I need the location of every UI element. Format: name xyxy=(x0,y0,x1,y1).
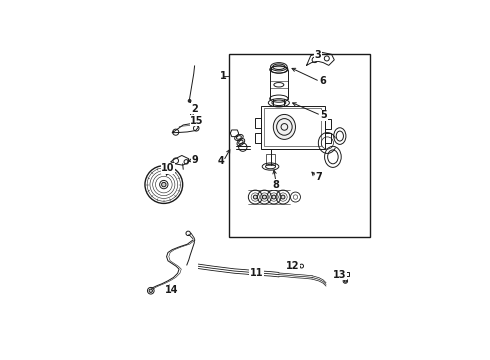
Text: 14: 14 xyxy=(165,285,179,296)
Circle shape xyxy=(253,195,257,199)
Text: 5: 5 xyxy=(320,110,327,120)
Circle shape xyxy=(188,99,191,102)
Text: 2: 2 xyxy=(191,104,197,114)
Text: 12: 12 xyxy=(286,261,299,271)
Text: 10: 10 xyxy=(161,163,175,174)
Bar xyxy=(324,120,331,129)
Bar xyxy=(229,54,370,237)
Text: 4: 4 xyxy=(217,156,224,166)
Circle shape xyxy=(149,289,152,292)
Text: 9: 9 xyxy=(192,155,198,165)
Text: 1: 1 xyxy=(220,72,227,81)
Ellipse shape xyxy=(270,63,287,71)
Text: 7: 7 xyxy=(315,172,322,182)
Text: 11: 11 xyxy=(250,268,264,278)
Bar xyxy=(261,105,324,149)
Circle shape xyxy=(281,195,285,199)
Circle shape xyxy=(263,195,267,199)
Text: 8: 8 xyxy=(272,180,279,190)
Text: 6: 6 xyxy=(319,76,326,86)
Bar xyxy=(255,118,261,128)
Ellipse shape xyxy=(273,114,295,139)
Bar xyxy=(342,271,349,276)
Bar xyxy=(264,108,321,146)
Text: 3: 3 xyxy=(314,50,321,60)
Bar xyxy=(267,154,275,165)
Circle shape xyxy=(162,183,166,187)
Text: 15: 15 xyxy=(190,116,204,126)
Circle shape xyxy=(272,195,276,199)
Text: 13: 13 xyxy=(333,270,346,280)
Bar xyxy=(324,133,331,143)
Bar xyxy=(255,133,261,143)
Circle shape xyxy=(344,280,346,282)
